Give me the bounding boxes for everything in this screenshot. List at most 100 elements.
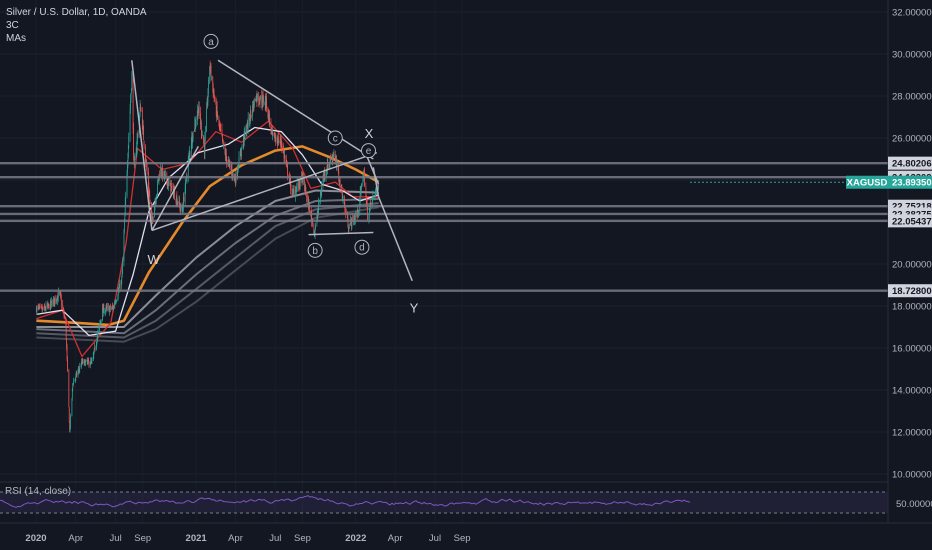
price-tick-label: 30.00000 bbox=[892, 50, 932, 61]
horizontal-price-lines[interactable] bbox=[0, 161, 888, 292]
candle-body bbox=[302, 172, 304, 177]
candle-body bbox=[161, 174, 162, 176]
price-line-tag-label: 22.75218 bbox=[892, 202, 932, 213]
candle-body bbox=[265, 96, 267, 106]
candle-body bbox=[230, 165, 232, 170]
candle-body bbox=[256, 94, 258, 101]
candle-body bbox=[204, 137, 206, 153]
candle-body bbox=[357, 209, 359, 214]
candle-body bbox=[348, 228, 349, 231]
wave-circle-label-c: c bbox=[333, 134, 338, 145]
candle-body bbox=[41, 307, 43, 308]
candle-body bbox=[164, 174, 166, 175]
candle-body bbox=[48, 304, 50, 310]
candle-body bbox=[113, 306, 114, 310]
candle-body bbox=[169, 180, 171, 184]
candle-body bbox=[189, 151, 190, 155]
indicator-mas-label[interactable]: MAs bbox=[6, 33, 26, 44]
time-tick-label: Sep bbox=[134, 533, 151, 544]
candle-body bbox=[351, 217, 353, 227]
candle-body bbox=[233, 173, 235, 178]
candle-body bbox=[246, 129, 248, 133]
candle-body bbox=[277, 141, 278, 145]
time-axis[interactable]: 2020 Apr Jul Sep 2021 Apr Jul Sep 2022 Apr Jul Sep bbox=[0, 522, 932, 544]
time-tick-label: Jul bbox=[110, 533, 122, 544]
candle-body bbox=[361, 183, 362, 187]
candle-body bbox=[170, 183, 172, 191]
candle-body bbox=[47, 303, 49, 307]
rsi-label[interactable]: RSI (14, close) bbox=[5, 486, 72, 497]
candle-body bbox=[201, 123, 202, 133]
candle-body bbox=[292, 190, 294, 192]
candle-body bbox=[247, 121, 249, 129]
candle-body bbox=[136, 138, 138, 148]
candle-body bbox=[100, 319, 102, 321]
candle-body bbox=[298, 179, 300, 187]
candle-body bbox=[225, 153, 226, 158]
candle-body bbox=[338, 179, 340, 184]
candle-body bbox=[90, 360, 92, 365]
time-tick-label: Apr bbox=[68, 533, 83, 544]
candle-body bbox=[148, 171, 149, 188]
candle-body bbox=[180, 207, 181, 209]
symbol-title[interactable]: Silver / U.S. Dollar, 1D, OANDA bbox=[6, 7, 147, 18]
candle-body bbox=[137, 134, 138, 139]
candle-body bbox=[190, 143, 192, 153]
candle-body bbox=[226, 157, 228, 163]
candle-body bbox=[203, 142, 205, 145]
time-tick-label: 2022 bbox=[345, 533, 366, 544]
support-line-bd bbox=[308, 231, 374, 236]
candle-body bbox=[80, 366, 82, 368]
candle-body bbox=[112, 307, 114, 310]
candle-body bbox=[161, 168, 163, 176]
candle-body bbox=[91, 360, 92, 362]
candle-body bbox=[295, 190, 297, 193]
candle-body bbox=[82, 360, 84, 364]
price-line-tag-label: 24.80206 bbox=[892, 159, 932, 170]
wave-circle-label-e: e bbox=[366, 146, 372, 157]
candle-body bbox=[296, 187, 298, 189]
candle-body bbox=[204, 130, 206, 139]
candle-body bbox=[127, 165, 128, 173]
candle-body bbox=[197, 110, 199, 116]
candle-body bbox=[102, 307, 103, 321]
candle-body bbox=[259, 100, 260, 103]
candle-body bbox=[255, 99, 256, 101]
candle-body bbox=[145, 159, 147, 163]
candle-body bbox=[154, 202, 156, 206]
candle-body bbox=[157, 180, 158, 195]
candle-body bbox=[253, 102, 255, 107]
candle-body bbox=[167, 182, 169, 187]
candle-body bbox=[213, 92, 214, 94]
candle-body bbox=[209, 66, 211, 81]
candle-body bbox=[105, 306, 107, 310]
drawings[interactable]: W X Ya b c d e bbox=[131, 33, 419, 315]
candle-body bbox=[314, 231, 316, 235]
candle-body bbox=[36, 307, 37, 312]
candle-body bbox=[288, 176, 290, 181]
candle-body bbox=[36, 306, 38, 312]
candle-body bbox=[118, 288, 120, 291]
price-axis[interactable]: 32.0000030.0000028.0000026.0000024.00000… bbox=[846, 0, 932, 550]
candle-body bbox=[240, 154, 242, 155]
candle-body bbox=[231, 170, 232, 171]
candle-body bbox=[60, 295, 62, 299]
candle-body bbox=[117, 290, 119, 296]
candle-body bbox=[148, 193, 150, 195]
candle-body bbox=[249, 117, 250, 121]
candle-body bbox=[148, 186, 150, 194]
candle-body bbox=[115, 302, 116, 304]
indicator-3c-label[interactable]: 3C bbox=[6, 20, 19, 31]
candle-body bbox=[286, 163, 288, 167]
candle-body bbox=[235, 181, 236, 183]
candle-body bbox=[370, 202, 372, 205]
candle-body bbox=[368, 215, 370, 221]
candle-body bbox=[357, 209, 358, 216]
candle-body bbox=[78, 369, 79, 371]
candle-body bbox=[45, 305, 47, 310]
price-tick-label: 16.00000 bbox=[892, 344, 932, 355]
candle-body bbox=[122, 260, 123, 271]
candle-body bbox=[345, 209, 347, 215]
candle-body bbox=[253, 99, 255, 107]
